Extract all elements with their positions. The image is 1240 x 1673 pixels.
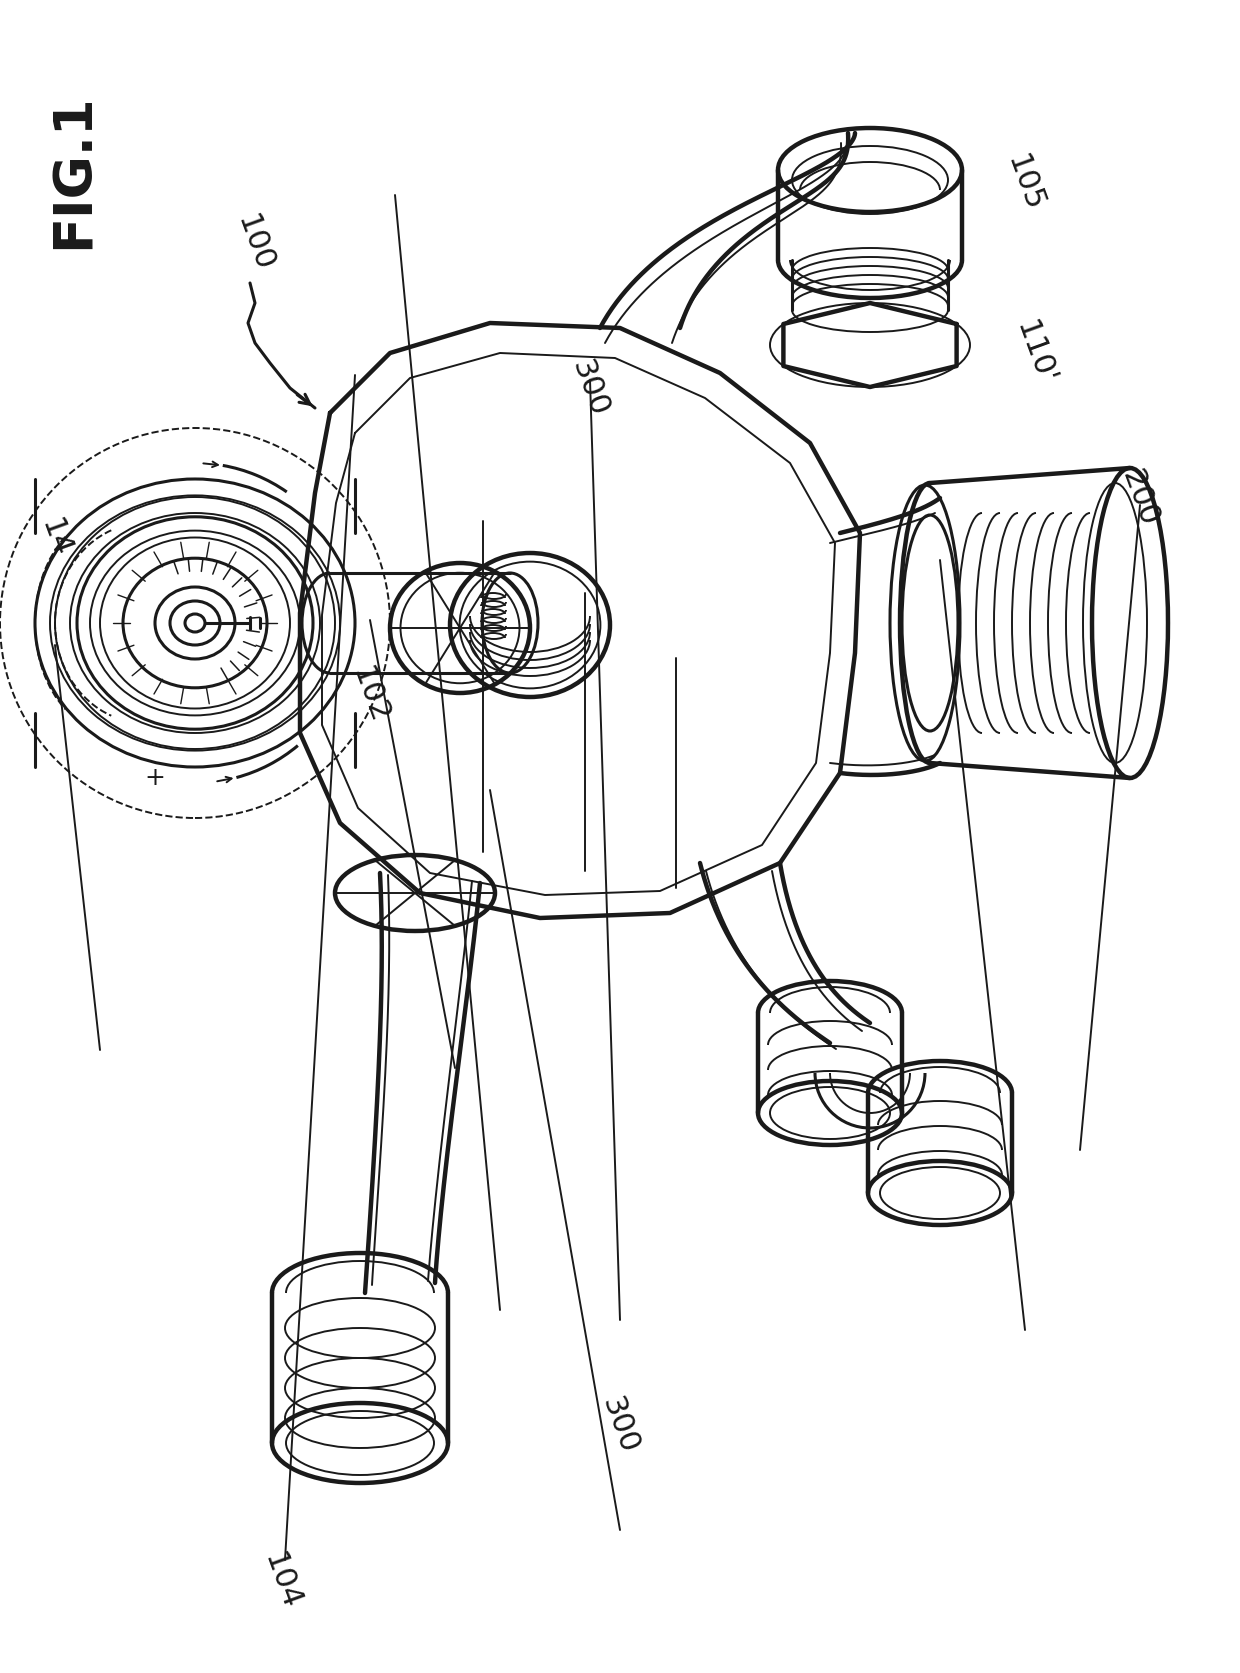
Text: 100: 100	[232, 211, 279, 276]
Text: 105: 105	[1002, 151, 1049, 216]
Text: 110': 110'	[1011, 316, 1060, 390]
Text: 102: 102	[346, 663, 393, 728]
Text: 300: 300	[567, 356, 614, 420]
Text: 200: 200	[1116, 465, 1163, 530]
Text: +: +	[145, 766, 165, 790]
Text: 104: 104	[258, 1549, 305, 1613]
Text: 300: 300	[596, 1392, 644, 1457]
Text: 14: 14	[35, 515, 76, 560]
Text: FIG.1: FIG.1	[48, 94, 100, 249]
